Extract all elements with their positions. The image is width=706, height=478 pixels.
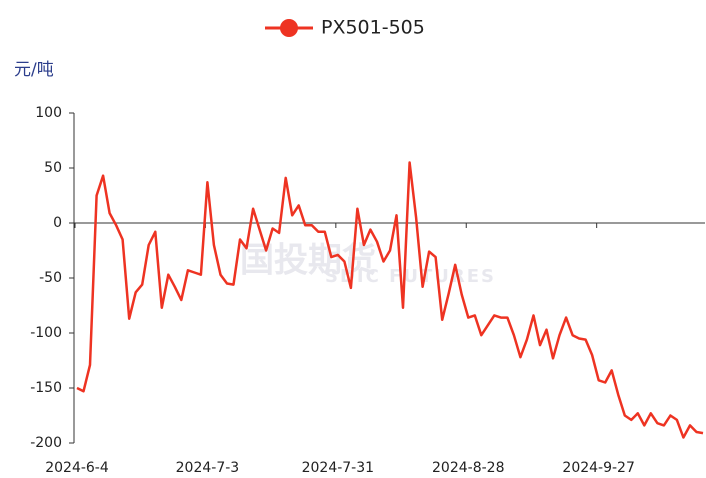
x-tick-label: 2024-8-28	[432, 460, 504, 476]
x-tick-label: 2024-9-27	[562, 460, 634, 476]
data-line	[76, 161, 704, 439]
y-tick-label: -50	[39, 270, 62, 286]
y-tick-label: -200	[30, 435, 62, 451]
y-axis-label: 元/吨	[14, 60, 54, 80]
x-tick-label: 2024-7-3	[176, 460, 240, 476]
y-tick-label: 100	[35, 105, 62, 121]
y-tick-label: -150	[30, 380, 62, 396]
y-tick-label: -100	[30, 325, 62, 341]
legend-marker	[280, 19, 298, 37]
legend-label: PX501-505	[321, 17, 425, 39]
x-tick-label: 2024-6-4	[45, 460, 109, 476]
y-tick-label: 50	[44, 160, 62, 176]
y-tick-label: 0	[53, 215, 62, 231]
x-tick-label: 2024-7-31	[302, 460, 374, 476]
